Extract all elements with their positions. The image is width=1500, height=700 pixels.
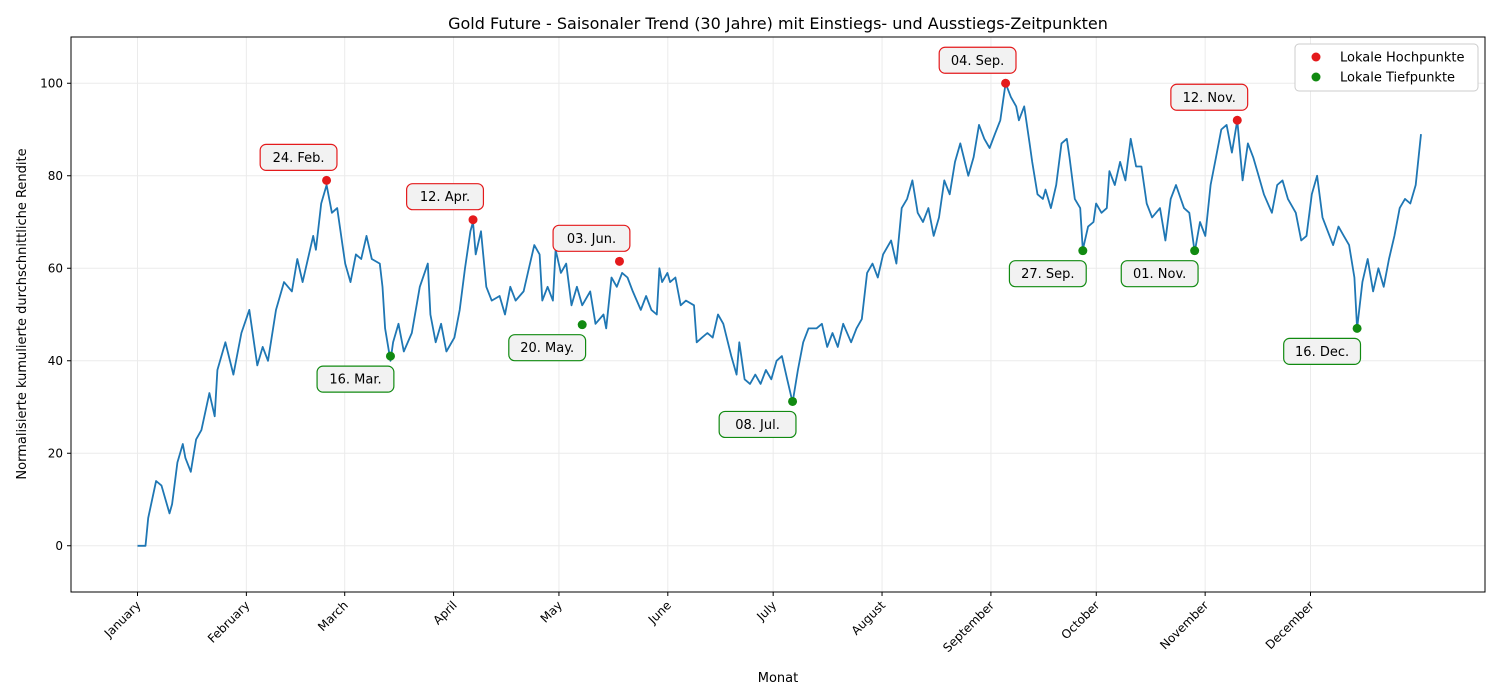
- y-tick-label: 40: [48, 354, 63, 368]
- legend-marker: [1311, 52, 1321, 62]
- legend-label: Lokale Hochpunkte: [1340, 51, 1464, 66]
- high-point-marker: [1001, 78, 1011, 88]
- high-point-marker: [1232, 115, 1242, 125]
- x-tick-label: May: [538, 598, 565, 625]
- high-point-marker: [322, 175, 332, 185]
- x-tick-label: August: [849, 598, 889, 638]
- annotation-layer: 24. Feb. 12. Apr. 03. Jun. 04. Sep. 12. Nov.…: [259, 46, 1362, 439]
- low-point-marker: [788, 396, 798, 406]
- low-annotation: 08. Jul.: [718, 410, 797, 439]
- low-point-marker: [1078, 246, 1088, 256]
- high-annotation-label: 12. Nov.: [1183, 91, 1236, 106]
- high-annotation: 04. Sep.: [938, 46, 1017, 74]
- plot-frame: [70, 36, 1486, 593]
- low-point-marker: [385, 351, 395, 361]
- legend: Lokale Hochpunkte Lokale Tiefpunkte: [1294, 43, 1479, 92]
- low-annotation: 16. Mar.: [316, 365, 395, 393]
- x-axis: January February March April May June July Augu…: [101, 592, 1317, 655]
- low-annotation-box: [1283, 337, 1362, 365]
- y-tick-label: 20: [48, 446, 63, 460]
- x-tick-label: April: [430, 598, 459, 627]
- low-point-marker: [1190, 246, 1200, 256]
- low-annotation-label: 20. May.: [520, 341, 574, 356]
- x-tick-label: February: [205, 598, 253, 646]
- series-line-layer: [137, 82, 1422, 547]
- low-annotation-box: [718, 410, 797, 439]
- high-annotation-box: [406, 183, 485, 211]
- low-annotation-box: [508, 334, 587, 362]
- low-annotation: 27. Sep.: [1008, 260, 1087, 288]
- legend-label: Lokale Tiefpunkte: [1340, 71, 1455, 86]
- y-tick-label: 60: [48, 261, 63, 275]
- marker-layer: [322, 78, 1362, 406]
- low-annotation: 20. May.: [508, 334, 587, 362]
- low-annotation-box: [1120, 260, 1199, 288]
- x-tick-label: January: [101, 598, 144, 641]
- x-tick-label: March: [315, 598, 351, 634]
- high-annotation-box: [938, 46, 1017, 74]
- high-annotation-box: [1170, 83, 1249, 111]
- y-tick-label: 100: [40, 76, 63, 90]
- low-annotation-label: 16. Mar.: [329, 373, 381, 388]
- low-point-marker: [577, 320, 587, 330]
- x-tick-label: June: [645, 598, 674, 627]
- high-annotation-box: [552, 224, 631, 252]
- y-tick-label: 0: [55, 539, 63, 553]
- high-annotation-label: 12. Apr.: [420, 190, 470, 205]
- high-annotation-label: 24. Feb.: [273, 151, 325, 166]
- x-tick-label: December: [1263, 598, 1317, 652]
- x-tick-label: September: [940, 598, 997, 655]
- low-annotation: 01. Nov.: [1120, 260, 1199, 288]
- high-annotation: 12. Nov.: [1170, 83, 1249, 111]
- low-annotation-label: 01. Nov.: [1133, 267, 1186, 282]
- low-annotation-box: [1008, 260, 1087, 288]
- high-annotation: 12. Apr.: [406, 183, 485, 211]
- x-tick-label: October: [1059, 598, 1103, 642]
- series-line: [137, 82, 1422, 547]
- low-annotation-label: 27. Sep.: [1021, 267, 1074, 282]
- legend-marker: [1311, 72, 1321, 82]
- low-point-marker: [1352, 323, 1362, 333]
- high-annotation-label: 04. Sep.: [951, 54, 1004, 69]
- y-tick-label: 80: [48, 169, 63, 183]
- low-annotation-label: 08. Jul.: [735, 418, 780, 433]
- x-axis-title: Monat: [758, 671, 798, 686]
- low-annotation-box: [316, 365, 395, 393]
- high-annotation: 03. Jun.: [552, 224, 631, 252]
- grid: [71, 37, 1485, 592]
- low-annotation-label: 16. Dec.: [1295, 345, 1349, 360]
- high-point-marker: [468, 215, 478, 225]
- x-tick-label: November: [1157, 598, 1211, 652]
- high-point-marker: [614, 256, 624, 266]
- high-annotation-box: [259, 143, 338, 171]
- high-annotation-label: 03. Jun.: [567, 232, 616, 247]
- x-tick-label: July: [753, 598, 779, 624]
- legend-frame: [1294, 43, 1479, 92]
- high-annotation: 24. Feb.: [259, 143, 338, 171]
- y-axis-title: Normalisierte kumulierte durchschnittlic…: [15, 148, 30, 479]
- low-annotation: 16. Dec.: [1283, 337, 1362, 365]
- chart-title: Gold Future - Saisonaler Trend (30 Jahre…: [448, 14, 1108, 33]
- y-axis: 0 20 40 60 80 100: [40, 76, 71, 553]
